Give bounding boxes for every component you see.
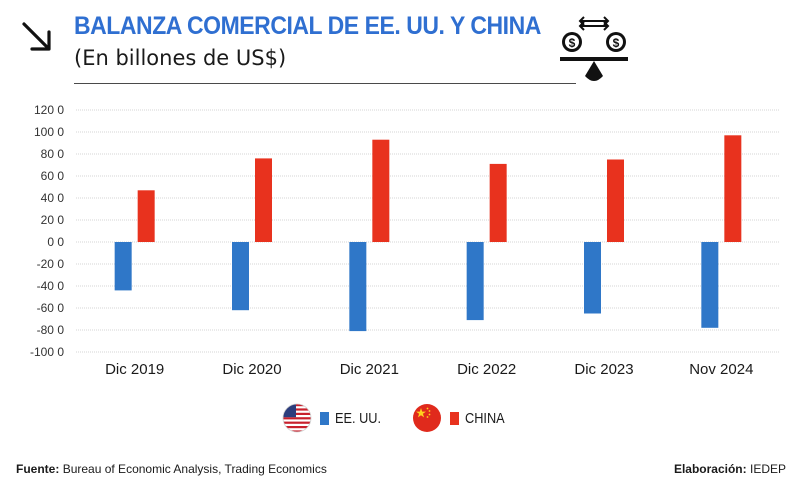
y-tick-label: 40 0 [41, 191, 65, 205]
svg-text:$: $ [569, 36, 576, 50]
x-axis-ticks: Dic 2019 Dic 2020 Dic 2021 Dic 2022 Dic 2023… [105, 361, 753, 378]
title-divider [74, 83, 576, 84]
x-tick-label: Dic 2023 [574, 361, 633, 378]
china-flag-icon [413, 404, 441, 432]
source-label: Fuente: [16, 462, 60, 476]
x-tick-label: Dic 2020 [222, 361, 281, 378]
bar-us [584, 242, 601, 314]
bar-chart: 120 0 100 0 80 0 60 0 40 0 20 0 0 0 -20 0 -40 0 -… [30, 103, 780, 378]
chart-subtitle: (En billones de US$) [74, 46, 287, 70]
legend-item-us: EE. UU. [282, 400, 389, 436]
us-flag-icon [282, 403, 312, 433]
y-axis-ticks: 120 0 100 0 80 0 60 0 40 0 20 0 0 0 -20 0 -40 0 -… [30, 103, 64, 359]
legend-label-china: CHINA [465, 409, 505, 427]
legend-label-us: EE. UU. [335, 409, 382, 427]
y-tick-label: 100 0 [34, 125, 64, 139]
y-tick-label: -60 0 [37, 301, 65, 315]
gridlines [76, 109, 780, 353]
bar-us [466, 242, 484, 321]
x-tick-label: Dic 2019 [105, 361, 164, 378]
y-tick-label: -40 0 [37, 279, 65, 293]
bar-us [349, 242, 367, 332]
credit-label: Elaboración: [673, 462, 747, 476]
legend-item-china: CHINA [412, 400, 512, 436]
y-tick-label: 0 0 [47, 235, 64, 249]
bar-china [607, 159, 624, 242]
y-tick-label: 60 0 [41, 169, 65, 183]
bar-china [372, 139, 390, 242]
chart-title: BALANZA COMERCIAL DE EE. UU. Y CHINA [74, 12, 541, 40]
credit-text: IEDEP [749, 462, 786, 476]
y-tick-label: 20 0 [41, 213, 65, 227]
y-tick-label: -100 0 [30, 345, 64, 359]
y-tick-label: 80 0 [41, 147, 65, 161]
y-tick-label: 120 0 [34, 103, 64, 117]
x-tick-label: Nov 2024 [689, 361, 753, 378]
bar-us [114, 242, 132, 291]
bar-china [489, 163, 507, 242]
bar-us [701, 242, 719, 328]
legend-swatch-china [450, 411, 459, 425]
bar-us [232, 242, 249, 311]
x-tick-label: Dic 2021 [340, 361, 399, 378]
legend: EE. UU. CHINA [282, 400, 542, 436]
y-tick-label: -20 0 [37, 257, 65, 271]
bar-china [137, 190, 155, 242]
bars [114, 135, 742, 332]
svg-text:$: $ [613, 36, 620, 50]
x-tick-label: Dic 2022 [457, 361, 516, 378]
source-text: Bureau of Economic Analysis, Trading Eco… [62, 462, 327, 476]
bar-china [255, 158, 272, 242]
legend-swatch-us [320, 411, 329, 425]
source-note: Fuente: Bureau of Economic Analysis, Tra… [16, 462, 327, 476]
arrow-down-right-icon [22, 22, 51, 51]
credit-note: Elaboración: IEDEP [674, 462, 786, 476]
y-tick-label: -80 0 [37, 323, 65, 337]
balance-scale-icon: $ $ [560, 16, 628, 81]
bar-china [724, 135, 742, 242]
